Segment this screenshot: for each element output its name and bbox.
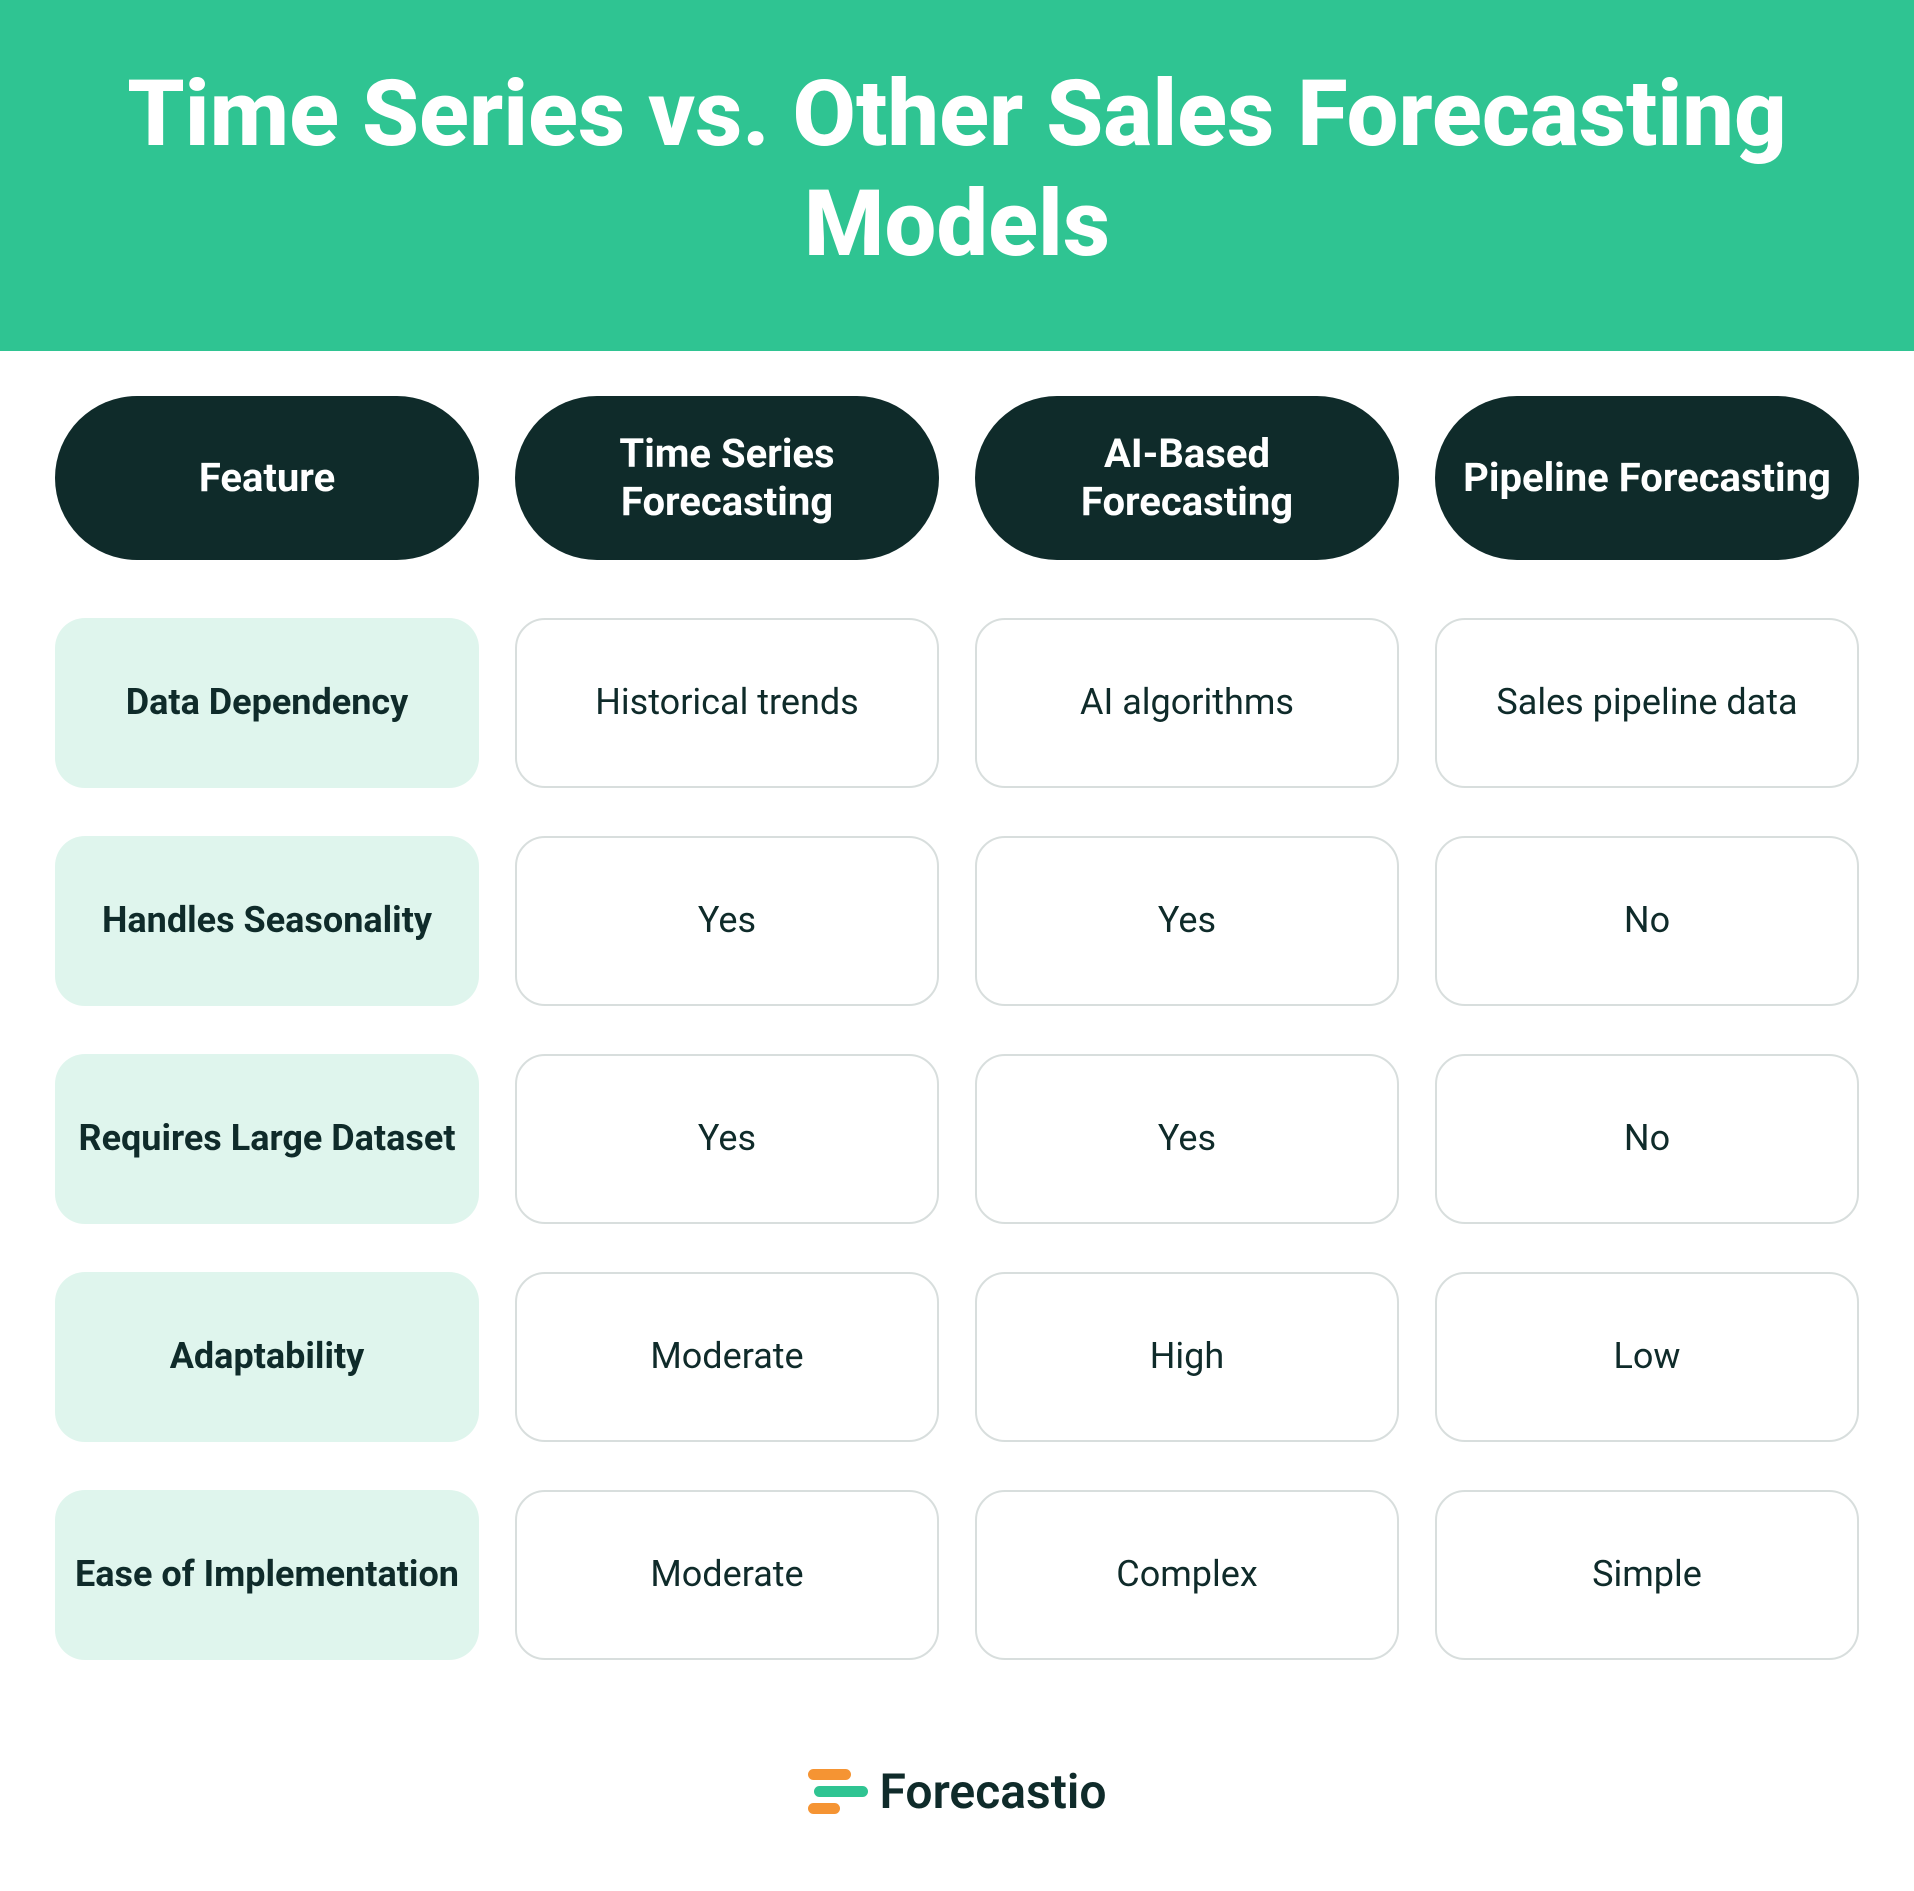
value-cell: Yes [515, 836, 939, 1006]
value-cell: High [975, 1272, 1399, 1442]
value-cell: Yes [975, 836, 1399, 1006]
value-cell: Yes [975, 1054, 1399, 1224]
column-header-feature: Feature [55, 396, 479, 560]
feature-label: Requires Large Dataset [55, 1054, 479, 1224]
brand-footer: Forecastio [0, 1728, 1914, 1875]
brand-name: Forecastio [880, 1763, 1107, 1820]
feature-label: Handles Seasonality [55, 836, 479, 1006]
value-cell: Yes [515, 1054, 939, 1224]
table-row: Handles Seasonality Yes Yes No [55, 836, 1859, 1006]
value-cell: No [1435, 1054, 1859, 1224]
value-cell: Sales pipeline data [1435, 618, 1859, 788]
table-row: Requires Large Dataset Yes Yes No [55, 1054, 1859, 1224]
page-title: Time Series vs. Other Sales Forecasting … [40, 60, 1874, 281]
table-header-row: Feature Time Series Forecasting AI-Based… [55, 396, 1859, 560]
feature-label: Ease of Implementation [55, 1490, 479, 1660]
column-header-time-series: Time Series Forecasting [515, 396, 939, 560]
value-cell: Moderate [515, 1490, 939, 1660]
table-row: Ease of Implementation Moderate Complex … [55, 1490, 1859, 1660]
value-cell: Moderate [515, 1272, 939, 1442]
value-cell: Low [1435, 1272, 1859, 1442]
logo-bar-3 [808, 1803, 840, 1814]
logo-bar-1 [808, 1769, 851, 1780]
value-cell: Complex [975, 1490, 1399, 1660]
feature-label: Data Dependency [55, 618, 479, 788]
column-header-ai-based: AI-Based Forecasting [975, 396, 1399, 560]
brand-logo-icon [808, 1764, 862, 1818]
infographic-container: Time Series vs. Other Sales Forecasting … [0, 0, 1914, 1875]
feature-label: Adaptability [55, 1272, 479, 1442]
value-cell: Simple [1435, 1490, 1859, 1660]
table-row: Data Dependency Historical trends AI alg… [55, 618, 1859, 788]
table-row: Adaptability Moderate High Low [55, 1272, 1859, 1442]
value-cell: AI algorithms [975, 618, 1399, 788]
column-header-pipeline: Pipeline Forecasting [1435, 396, 1859, 560]
logo-bar-2 [814, 1786, 868, 1797]
value-cell: Historical trends [515, 618, 939, 788]
value-cell: No [1435, 836, 1859, 1006]
comparison-table: Feature Time Series Forecasting AI-Based… [0, 351, 1914, 1728]
title-banner: Time Series vs. Other Sales Forecasting … [0, 0, 1914, 351]
